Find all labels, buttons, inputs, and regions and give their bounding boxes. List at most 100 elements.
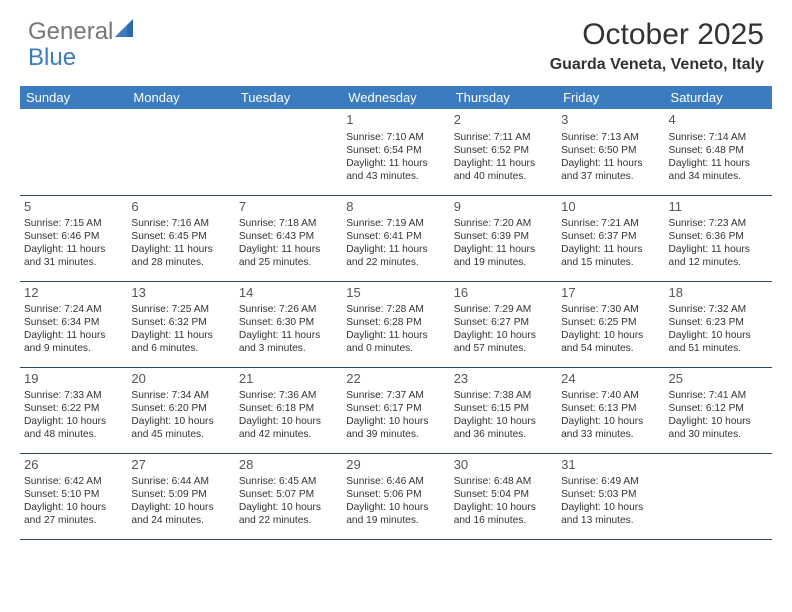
day-info: Sunrise: 7:38 AMSunset: 6:15 PMDaylight:… xyxy=(454,389,553,441)
day-info: Sunrise: 7:11 AMSunset: 6:52 PMDaylight:… xyxy=(454,131,553,183)
day-info: Sunrise: 7:30 AMSunset: 6:25 PMDaylight:… xyxy=(561,303,660,355)
day-info: Sunrise: 7:37 AMSunset: 6:17 PMDaylight:… xyxy=(346,389,445,441)
day-info: Sunrise: 7:28 AMSunset: 6:28 PMDaylight:… xyxy=(346,303,445,355)
day-number: 8 xyxy=(346,199,445,216)
calendar-day-cell: 30Sunrise: 6:48 AMSunset: 5:04 PMDayligh… xyxy=(450,453,557,539)
calendar-day-cell: 4 Sunrise: 7:14 AMSunset: 6:48 PMDaylight… xyxy=(665,109,772,195)
weekday-header: Monday xyxy=(127,86,234,109)
calendar-day-cell: 15Sunrise: 7:28 AMSunset: 6:28 PMDayligh… xyxy=(342,281,449,367)
day-info: Sunrise: 6:49 AMSunset: 5:03 PMDaylight:… xyxy=(561,475,660,527)
weekday-header: Friday xyxy=(557,86,664,109)
weekday-header: Tuesday xyxy=(235,86,342,109)
day-number: 28 xyxy=(239,457,338,474)
day-info: Sunrise: 6:44 AMSunset: 5:09 PMDaylight:… xyxy=(131,475,230,527)
calendar-day-cell: 16Sunrise: 7:29 AMSunset: 6:27 PMDayligh… xyxy=(450,281,557,367)
day-number: 25 xyxy=(669,371,768,388)
calendar-day-cell: 27Sunrise: 6:44 AMSunset: 5:09 PMDayligh… xyxy=(127,453,234,539)
calendar-day-cell: 31Sunrise: 6:49 AMSunset: 5:03 PMDayligh… xyxy=(557,453,664,539)
calendar-day-cell: 6Sunrise: 7:16 AMSunset: 6:45 PMDaylight… xyxy=(127,195,234,281)
day-number: 2 xyxy=(454,112,553,129)
day-number: 24 xyxy=(561,371,660,388)
day-info: Sunrise: 7:25 AMSunset: 6:32 PMDaylight:… xyxy=(131,303,230,355)
day-number: 20 xyxy=(131,371,230,388)
calendar-day-cell: 14Sunrise: 7:26 AMSunset: 6:30 PMDayligh… xyxy=(235,281,342,367)
calendar-day-cell: 22Sunrise: 7:37 AMSunset: 6:17 PMDayligh… xyxy=(342,367,449,453)
brand-part2: Blue xyxy=(28,44,76,72)
calendar-table: Sunday Monday Tuesday Wednesday Thursday… xyxy=(20,86,772,540)
day-info: Sunrise: 7:16 AMSunset: 6:45 PMDaylight:… xyxy=(131,217,230,269)
calendar-week-row: 5Sunrise: 7:15 AMSunset: 6:46 PMDaylight… xyxy=(20,195,772,281)
day-number: 15 xyxy=(346,285,445,302)
day-info: Sunrise: 7:41 AMSunset: 6:12 PMDaylight:… xyxy=(669,389,768,441)
calendar-day-cell: 28Sunrise: 6:45 AMSunset: 5:07 PMDayligh… xyxy=(235,453,342,539)
day-info: Sunrise: 6:46 AMSunset: 5:06 PMDaylight:… xyxy=(346,475,445,527)
calendar-day-cell: 24Sunrise: 7:40 AMSunset: 6:13 PMDayligh… xyxy=(557,367,664,453)
weekday-header: Saturday xyxy=(665,86,772,109)
day-info: Sunrise: 7:14 AMSunset: 6:48 PMDaylight:… xyxy=(669,131,768,183)
calendar-day-cell xyxy=(20,109,127,195)
day-number: 21 xyxy=(239,371,338,388)
location-label: Guarda Veneta, Veneto, Italy xyxy=(550,56,764,74)
day-number: 5 xyxy=(24,199,123,216)
day-number: 18 xyxy=(669,285,768,302)
day-number: 9 xyxy=(454,199,553,216)
day-info: Sunrise: 7:19 AMSunset: 6:41 PMDaylight:… xyxy=(346,217,445,269)
day-number: 1 xyxy=(346,112,445,129)
day-number: 4 xyxy=(669,112,768,129)
day-number: 22 xyxy=(346,371,445,388)
day-number: 23 xyxy=(454,371,553,388)
calendar-day-cell: 12Sunrise: 7:24 AMSunset: 6:34 PMDayligh… xyxy=(20,281,127,367)
day-info: Sunrise: 7:32 AMSunset: 6:23 PMDaylight:… xyxy=(669,303,768,355)
brand-logo: General xyxy=(28,18,137,46)
calendar-day-cell: 23Sunrise: 7:38 AMSunset: 6:15 PMDayligh… xyxy=(450,367,557,453)
weekday-header: Thursday xyxy=(450,86,557,109)
calendar-day-cell: 18Sunrise: 7:32 AMSunset: 6:23 PMDayligh… xyxy=(665,281,772,367)
calendar-day-cell: 8Sunrise: 7:19 AMSunset: 6:41 PMDaylight… xyxy=(342,195,449,281)
calendar-day-cell xyxy=(665,453,772,539)
day-info: Sunrise: 6:45 AMSunset: 5:07 PMDaylight:… xyxy=(239,475,338,527)
day-number: 7 xyxy=(239,199,338,216)
day-info: Sunrise: 7:23 AMSunset: 6:36 PMDaylight:… xyxy=(669,217,768,269)
day-number: 31 xyxy=(561,457,660,474)
day-number: 11 xyxy=(669,199,768,216)
logo-sail-icon xyxy=(115,19,137,39)
calendar-week-row: 26Sunrise: 6:42 AMSunset: 5:10 PMDayligh… xyxy=(20,453,772,539)
header: General October 2025 Guarda Veneta, Vene… xyxy=(0,0,792,78)
day-number: 12 xyxy=(24,285,123,302)
day-info: Sunrise: 7:40 AMSunset: 6:13 PMDaylight:… xyxy=(561,389,660,441)
calendar-day-cell: 9Sunrise: 7:20 AMSunset: 6:39 PMDaylight… xyxy=(450,195,557,281)
day-info: Sunrise: 7:13 AMSunset: 6:50 PMDaylight:… xyxy=(561,131,660,183)
calendar-day-cell: 13Sunrise: 7:25 AMSunset: 6:32 PMDayligh… xyxy=(127,281,234,367)
day-info: Sunrise: 7:21 AMSunset: 6:37 PMDaylight:… xyxy=(561,217,660,269)
day-number: 3 xyxy=(561,112,660,129)
day-number: 27 xyxy=(131,457,230,474)
day-number: 19 xyxy=(24,371,123,388)
calendar-week-row: 19Sunrise: 7:33 AMSunset: 6:22 PMDayligh… xyxy=(20,367,772,453)
day-number: 16 xyxy=(454,285,553,302)
calendar-body: 1Sunrise: 7:10 AMSunset: 6:54 PMDaylight… xyxy=(20,109,772,539)
day-info: Sunrise: 7:26 AMSunset: 6:30 PMDaylight:… xyxy=(239,303,338,355)
day-info: Sunrise: 7:24 AMSunset: 6:34 PMDaylight:… xyxy=(24,303,123,355)
day-info: Sunrise: 6:42 AMSunset: 5:10 PMDaylight:… xyxy=(24,475,123,527)
day-number: 6 xyxy=(131,199,230,216)
day-info: Sunrise: 6:48 AMSunset: 5:04 PMDaylight:… xyxy=(454,475,553,527)
day-number: 10 xyxy=(561,199,660,216)
day-number: 30 xyxy=(454,457,553,474)
day-info: Sunrise: 7:15 AMSunset: 6:46 PMDaylight:… xyxy=(24,217,123,269)
calendar-day-cell: 11Sunrise: 7:23 AMSunset: 6:36 PMDayligh… xyxy=(665,195,772,281)
calendar-day-cell: 10Sunrise: 7:21 AMSunset: 6:37 PMDayligh… xyxy=(557,195,664,281)
calendar-day-cell: 26Sunrise: 6:42 AMSunset: 5:10 PMDayligh… xyxy=(20,453,127,539)
calendar-day-cell: 5Sunrise: 7:15 AMSunset: 6:46 PMDaylight… xyxy=(20,195,127,281)
calendar-day-cell: 7Sunrise: 7:18 AMSunset: 6:43 PMDaylight… xyxy=(235,195,342,281)
calendar-week-row: 12Sunrise: 7:24 AMSunset: 6:34 PMDayligh… xyxy=(20,281,772,367)
calendar-day-cell: 29Sunrise: 6:46 AMSunset: 5:06 PMDayligh… xyxy=(342,453,449,539)
calendar-week-row: 1Sunrise: 7:10 AMSunset: 6:54 PMDaylight… xyxy=(20,109,772,195)
day-info: Sunrise: 7:36 AMSunset: 6:18 PMDaylight:… xyxy=(239,389,338,441)
day-number: 14 xyxy=(239,285,338,302)
calendar-day-cell: 19Sunrise: 7:33 AMSunset: 6:22 PMDayligh… xyxy=(20,367,127,453)
day-number: 26 xyxy=(24,457,123,474)
title-block: October 2025 Guarda Veneta, Veneto, Ital… xyxy=(550,18,764,74)
day-info: Sunrise: 7:34 AMSunset: 6:20 PMDaylight:… xyxy=(131,389,230,441)
day-number: 17 xyxy=(561,285,660,302)
calendar-day-cell: 2 Sunrise: 7:11 AMSunset: 6:52 PMDaylight… xyxy=(450,109,557,195)
